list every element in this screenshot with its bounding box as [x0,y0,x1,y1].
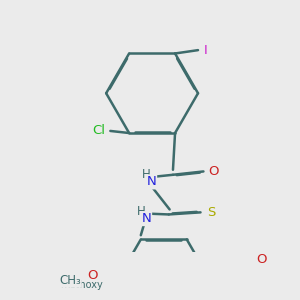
Text: O: O [88,269,98,282]
Text: I: I [204,44,207,57]
Text: O: O [257,253,267,266]
Text: Cl: Cl [92,124,105,137]
Text: H: H [136,205,145,218]
Text: methoxy: methoxy [60,280,103,290]
Text: CH₃: CH₃ [59,274,81,287]
Text: O: O [208,165,219,178]
Text: H: H [141,168,150,181]
Text: N: N [146,176,156,188]
Text: S: S [208,206,216,219]
Text: N: N [141,212,151,225]
